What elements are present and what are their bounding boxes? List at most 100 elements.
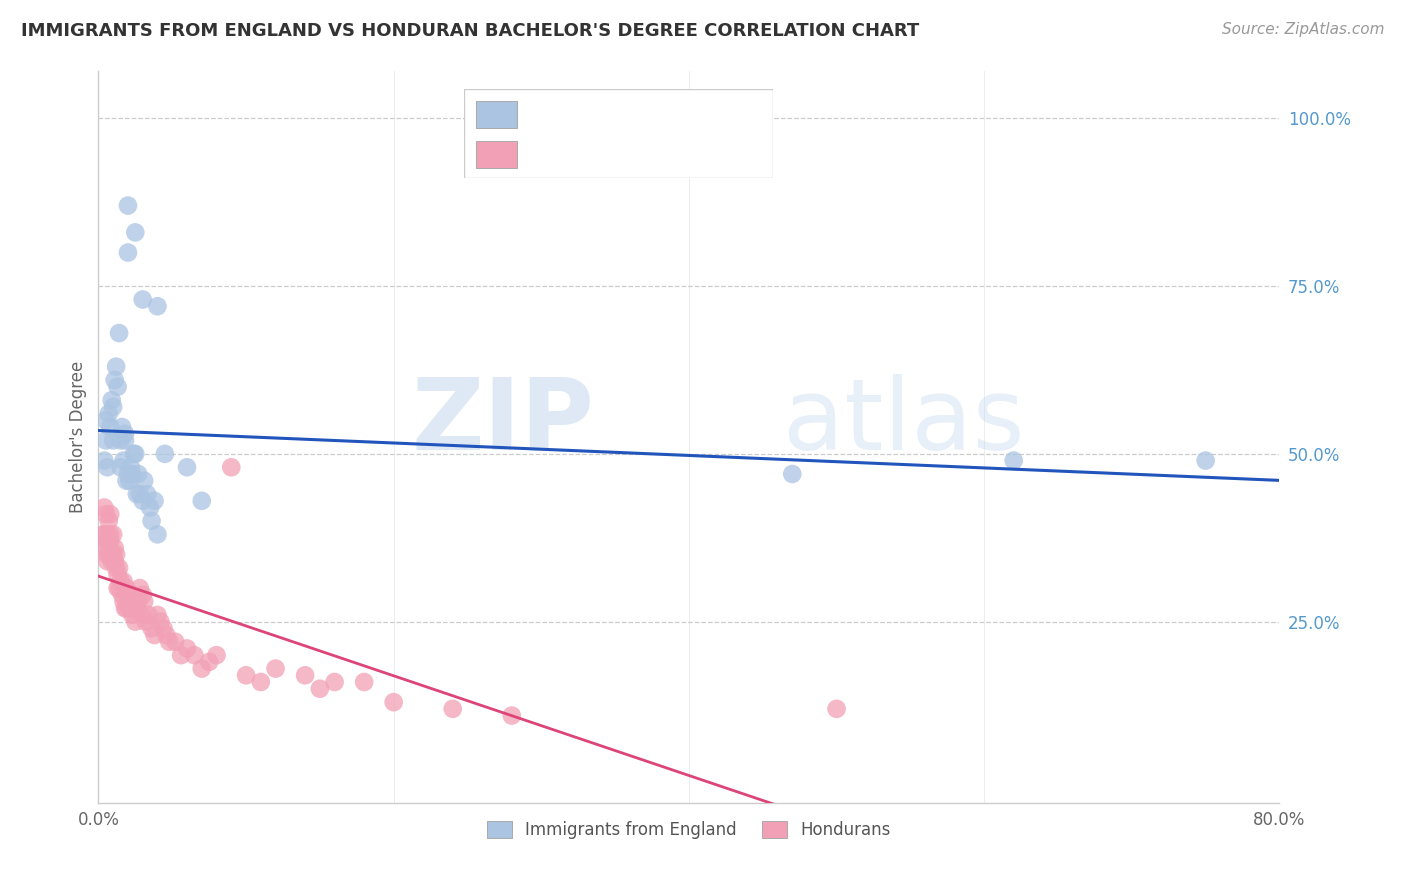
Point — [103, 434, 125, 448]
Point — [115, 581, 138, 595]
Text: atlas: atlas — [783, 374, 1025, 471]
Point — [1002, 453, 1025, 467]
Point — [825, 702, 848, 716]
Point — [94, 541, 117, 555]
Point — [353, 675, 375, 690]
Point — [115, 601, 138, 615]
FancyBboxPatch shape — [464, 89, 773, 178]
Point — [128, 487, 150, 501]
Point — [165, 634, 187, 648]
Point — [309, 681, 332, 696]
Point — [191, 662, 214, 676]
Point — [125, 487, 148, 501]
Point — [94, 534, 117, 549]
Text: -0.088: -0.088 — [567, 104, 628, 122]
Point — [100, 554, 122, 568]
Point — [114, 426, 136, 441]
Point — [107, 567, 129, 582]
Point — [441, 702, 464, 716]
Point — [128, 581, 150, 595]
Point — [104, 541, 127, 555]
Point — [105, 561, 128, 575]
Point — [97, 407, 120, 421]
Point — [149, 615, 172, 629]
Point — [143, 493, 166, 508]
Legend: Immigrants from England, Hondurans: Immigrants from England, Hondurans — [481, 814, 897, 846]
Point — [96, 548, 118, 562]
Point — [127, 467, 149, 481]
Point — [118, 601, 141, 615]
Point — [108, 326, 131, 340]
Point — [146, 299, 169, 313]
Point — [120, 460, 142, 475]
Point — [112, 453, 135, 467]
Point — [98, 420, 121, 434]
Point — [132, 293, 155, 307]
Point — [103, 400, 125, 414]
Point — [104, 554, 127, 568]
Point — [139, 500, 162, 515]
Point — [108, 561, 131, 575]
Point — [120, 594, 142, 608]
Point — [105, 359, 128, 374]
Point — [103, 548, 125, 562]
Point — [135, 615, 157, 629]
Point — [93, 527, 115, 541]
Point — [114, 601, 136, 615]
Point — [124, 447, 146, 461]
Point — [141, 514, 163, 528]
Point — [129, 607, 152, 622]
Point — [118, 474, 141, 488]
Point — [198, 655, 221, 669]
Point — [96, 460, 118, 475]
Point — [97, 548, 120, 562]
Point — [108, 581, 131, 595]
Point — [132, 588, 155, 602]
Point — [112, 594, 135, 608]
Point — [152, 621, 174, 635]
Point — [98, 527, 121, 541]
Point — [134, 474, 156, 488]
Point — [96, 527, 118, 541]
Point — [124, 615, 146, 629]
Point — [100, 548, 122, 562]
Point — [146, 527, 169, 541]
Point — [136, 487, 159, 501]
Point — [138, 607, 160, 622]
Text: R =: R = — [531, 145, 569, 163]
Point — [1195, 453, 1218, 467]
Point — [104, 373, 127, 387]
Point — [132, 493, 155, 508]
Point — [121, 607, 143, 622]
Point — [94, 508, 117, 522]
Point — [103, 527, 125, 541]
Point — [93, 500, 115, 515]
Point — [250, 675, 273, 690]
Point — [97, 534, 120, 549]
Point — [205, 648, 228, 662]
Point — [183, 648, 205, 662]
Point — [93, 453, 115, 467]
Point — [111, 588, 134, 602]
Point — [117, 467, 139, 481]
Point — [122, 601, 145, 615]
Point — [157, 634, 180, 648]
Point — [501, 708, 523, 723]
Text: -0.396: -0.396 — [567, 145, 628, 163]
Text: N =: N = — [650, 145, 689, 163]
Point — [382, 695, 405, 709]
Point — [110, 460, 132, 475]
Text: ZIP: ZIP — [412, 374, 595, 471]
Point — [176, 641, 198, 656]
Point — [97, 514, 120, 528]
Point — [98, 534, 121, 549]
Point — [94, 413, 117, 427]
Point — [153, 447, 176, 461]
Text: 47: 47 — [683, 104, 707, 122]
Point — [143, 628, 166, 642]
Point — [100, 393, 122, 408]
Point — [134, 594, 156, 608]
Point — [294, 668, 316, 682]
FancyBboxPatch shape — [477, 101, 516, 128]
Point — [125, 601, 148, 615]
